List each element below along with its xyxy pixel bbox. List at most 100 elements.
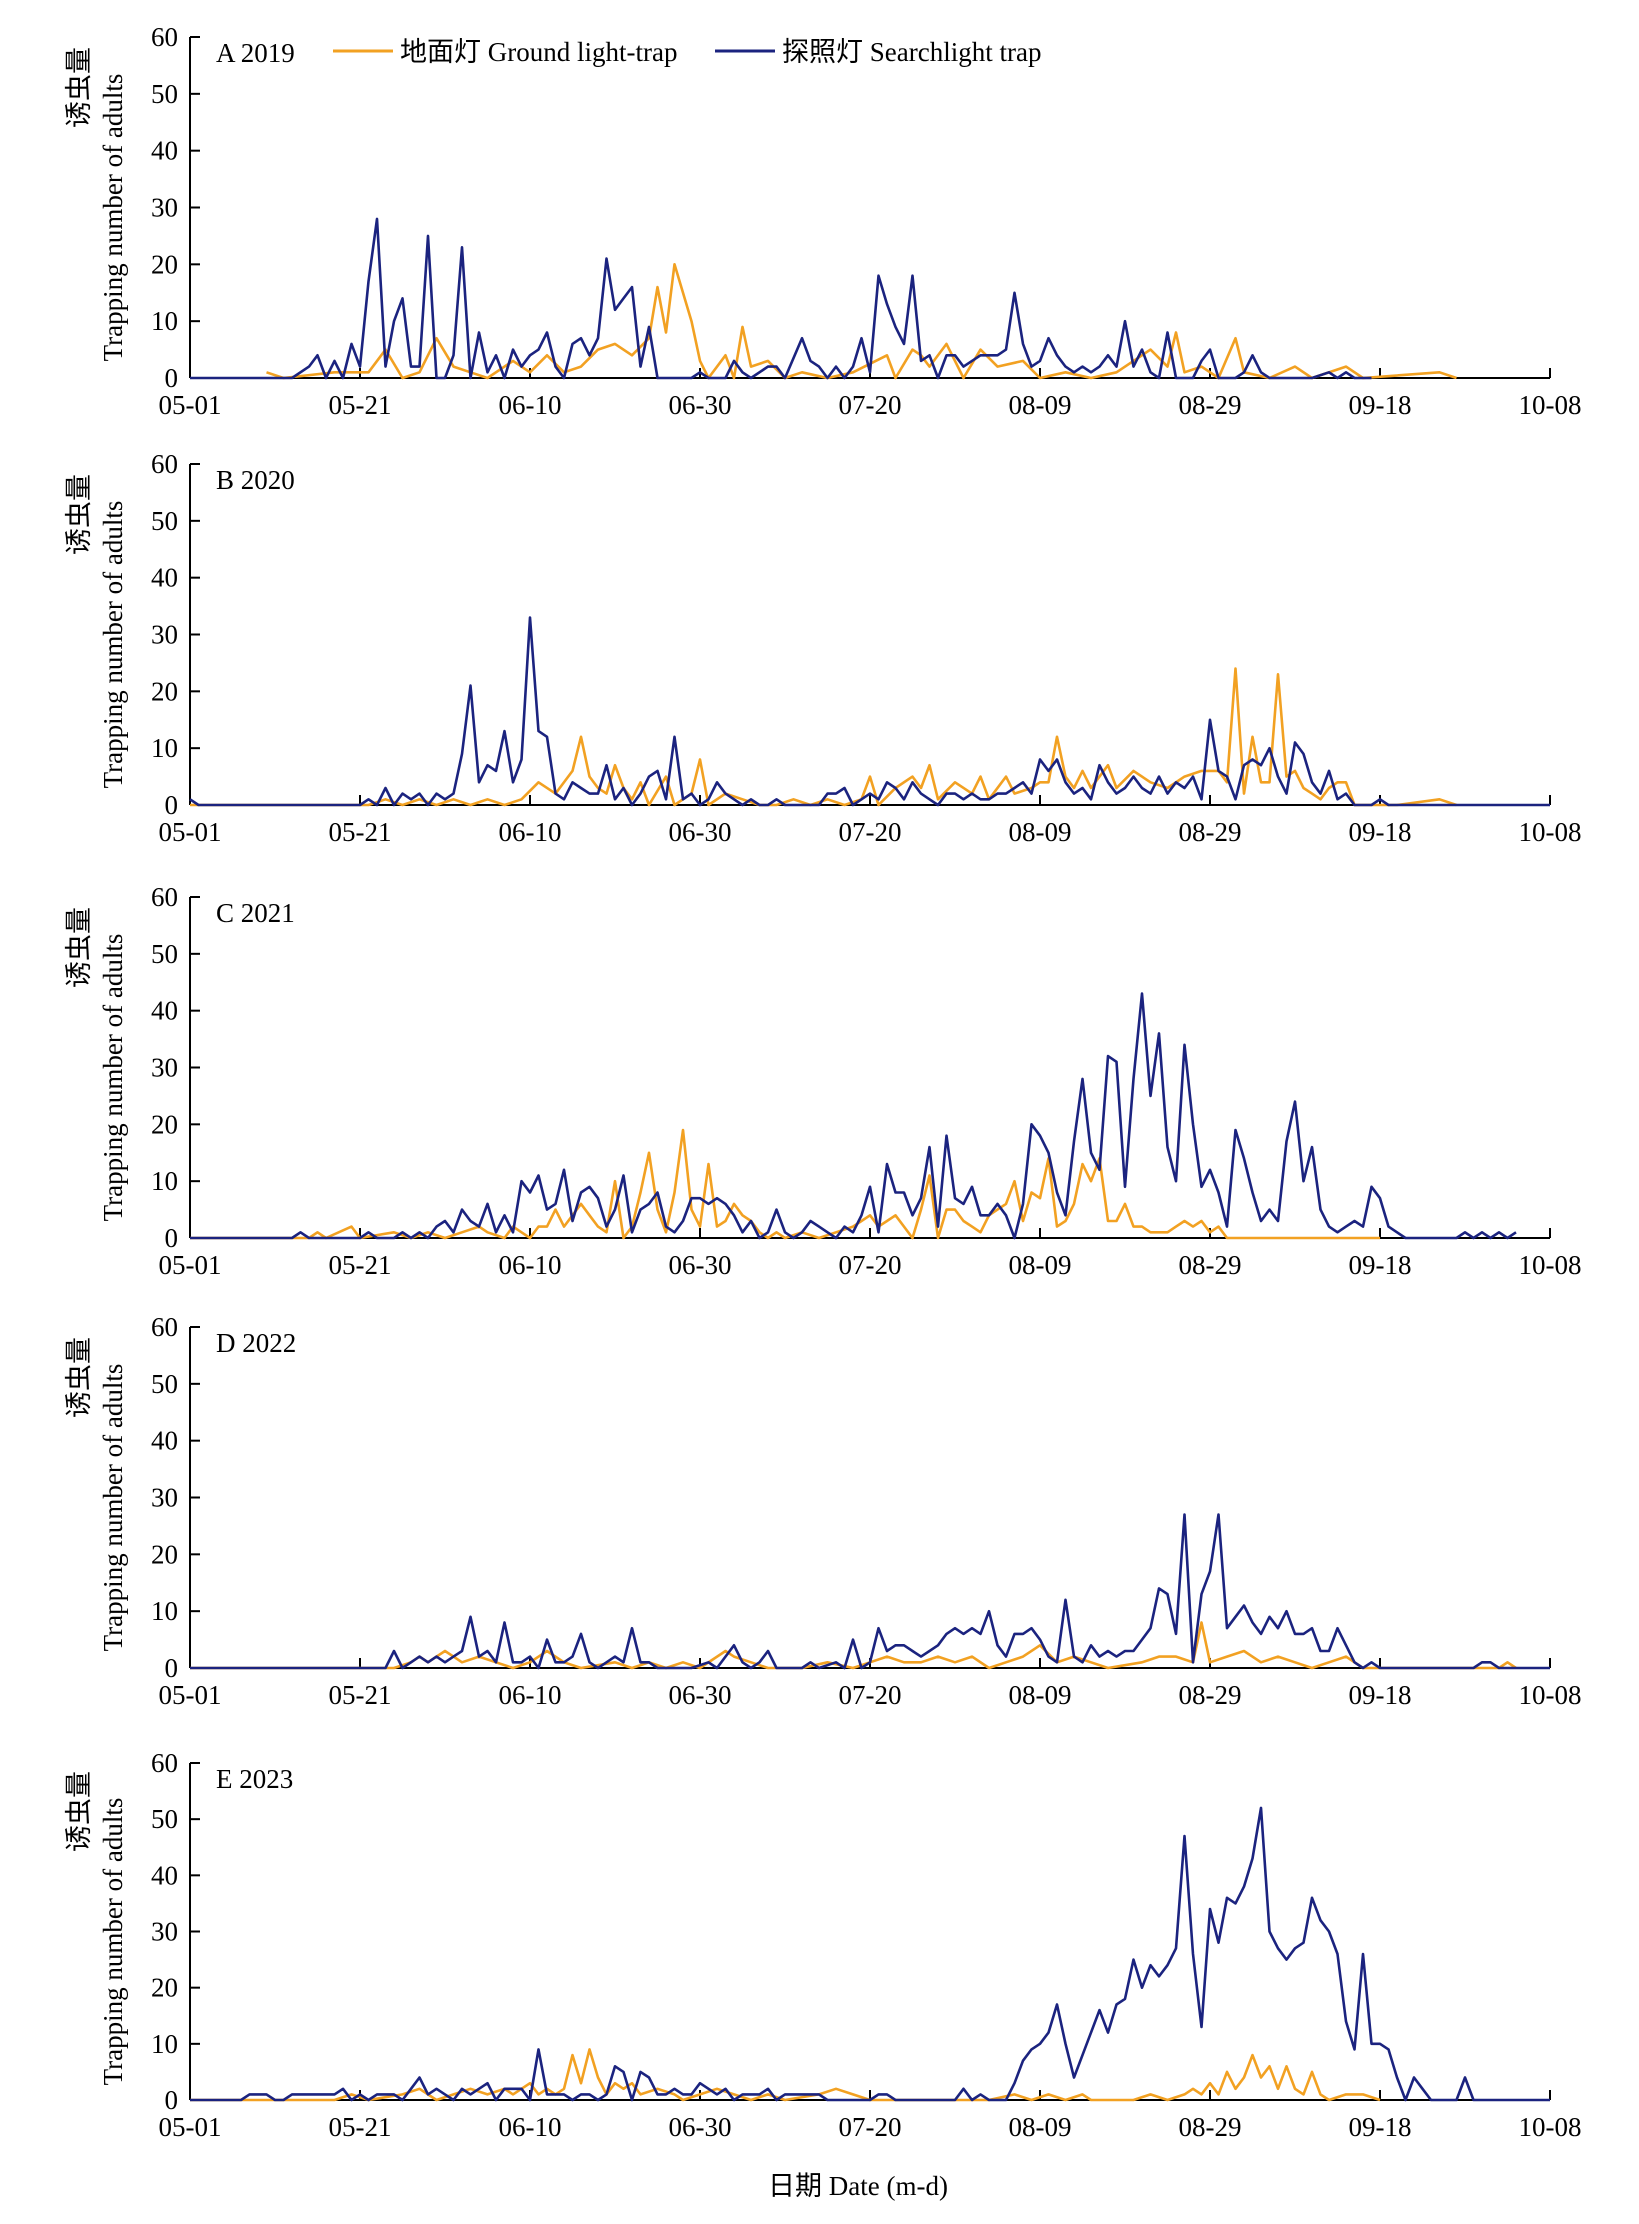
y-tick-label: 40 bbox=[151, 996, 178, 1026]
y-tick-label: 10 bbox=[151, 2029, 178, 2059]
x-tick-label: 08-29 bbox=[1179, 390, 1242, 420]
y-tick-label: 0 bbox=[165, 1653, 179, 1683]
y-tick-label: 30 bbox=[151, 193, 178, 223]
panel-label: E 2023 bbox=[216, 1764, 293, 1794]
x-tick-label: 05-21 bbox=[329, 390, 392, 420]
y-tick-label: 20 bbox=[151, 1539, 178, 1569]
x-tick-label: 08-09 bbox=[1009, 1250, 1072, 1280]
x-tick-label: 08-09 bbox=[1009, 2112, 1072, 2142]
panel-label: A 2019 bbox=[216, 38, 295, 68]
y-tick-label: 10 bbox=[151, 1166, 178, 1196]
y-axis-title-en: Trapping number of adults bbox=[98, 501, 128, 789]
y-tick-label: 40 bbox=[151, 136, 178, 166]
y-tick-label: 30 bbox=[151, 1917, 178, 1947]
y-tick-label: 10 bbox=[151, 306, 178, 336]
y-tick-label: 50 bbox=[151, 506, 178, 536]
x-tick-label: 05-21 bbox=[329, 817, 392, 847]
panel-label: C 2021 bbox=[216, 898, 295, 928]
x-tick-label: 08-09 bbox=[1009, 390, 1072, 420]
y-tick-label: 0 bbox=[165, 1223, 179, 1253]
panel-b: 0 10 20 30 40 50 60 05-01 05-21 06-10 06-30 07-20 08… bbox=[64, 449, 1582, 847]
y-tick-label: 60 bbox=[151, 449, 178, 479]
legend-label-search: 探照灯 Searchlight trap bbox=[782, 37, 1041, 67]
x-tick-label: 08-09 bbox=[1009, 1680, 1072, 1710]
x-tick-label: 05-01 bbox=[159, 1250, 222, 1280]
x-tick-label: 06-10 bbox=[499, 2112, 562, 2142]
x-tick-label: 07-20 bbox=[839, 390, 902, 420]
x-tick-label: 09-18 bbox=[1349, 1680, 1412, 1710]
x-tick-label: 07-20 bbox=[839, 817, 902, 847]
y-tick-label: 20 bbox=[151, 1109, 178, 1139]
y-tick-label: 30 bbox=[151, 1483, 178, 1513]
x-tick-label: 06-10 bbox=[499, 817, 562, 847]
x-tick-label: 06-10 bbox=[499, 1680, 562, 1710]
y-axis-title-en: Trapping number of adults bbox=[98, 934, 128, 1222]
y-tick-label: 10 bbox=[151, 733, 178, 763]
x-tick-label: 06-10 bbox=[499, 1250, 562, 1280]
y-tick-label: 40 bbox=[151, 1426, 178, 1456]
x-tick-label: 09-18 bbox=[1349, 1250, 1412, 1280]
panel-c: 0 10 20 30 40 50 60 05-01 05-21 06-10 06-30 07-20 08… bbox=[64, 882, 1582, 1280]
x-tick-label: 10-08 bbox=[1519, 817, 1582, 847]
y-tick-label: 20 bbox=[151, 1973, 178, 2003]
x-tick-label: 05-01 bbox=[159, 2112, 222, 2142]
x-tick-label: 06-10 bbox=[499, 390, 562, 420]
x-tick-label: 08-29 bbox=[1179, 2112, 1242, 2142]
legend: 地面灯 Ground light-trap 探照灯 Searchlight tr… bbox=[333, 37, 1041, 67]
x-tick-label: 07-20 bbox=[839, 1680, 902, 1710]
x-tick-label: 05-01 bbox=[159, 817, 222, 847]
y-tick-label: 0 bbox=[165, 363, 179, 393]
series-ground-line bbox=[190, 2048, 1381, 2102]
y-axis-title-cn: 诱虫量 bbox=[64, 1337, 94, 1418]
y-tick-label: 20 bbox=[151, 249, 178, 279]
x-tick-label: 05-21 bbox=[329, 2112, 392, 2142]
x-tick-label: 10-08 bbox=[1519, 390, 1582, 420]
x-tick-label: 09-18 bbox=[1349, 817, 1412, 847]
x-tick-label: 05-21 bbox=[329, 1250, 392, 1280]
y-tick-label: 60 bbox=[151, 1312, 178, 1342]
series-search-line bbox=[190, 1513, 1550, 1670]
panel-label: D 2022 bbox=[216, 1328, 296, 1358]
y-tick-label: 40 bbox=[151, 1860, 178, 1890]
y-tick-label: 60 bbox=[151, 1748, 178, 1778]
panel-e: 0 10 20 30 40 50 60 05-01 05-21 06-10 06-30 07-20 08… bbox=[64, 1748, 1582, 2142]
x-tick-label: 07-20 bbox=[839, 1250, 902, 1280]
x-tick-label: 08-29 bbox=[1179, 817, 1242, 847]
x-tick-label: 05-01 bbox=[159, 1680, 222, 1710]
x-tick-label: 06-30 bbox=[669, 1680, 732, 1710]
x-tick-label: 08-09 bbox=[1009, 817, 1072, 847]
y-axis-title-en: Trapping number of adults bbox=[98, 1798, 128, 2086]
series-search-line bbox=[190, 992, 1517, 1240]
y-tick-label: 50 bbox=[151, 939, 178, 969]
series-search-line bbox=[189, 616, 1550, 807]
y-tick-label: 50 bbox=[151, 79, 178, 109]
panel-a: 0 10 20 30 40 50 60 05-01 05-21 06-10 06-30 07-20 08… bbox=[64, 22, 1582, 420]
x-tick-label: 08-29 bbox=[1179, 1680, 1242, 1710]
x-tick-label: 06-30 bbox=[669, 1250, 732, 1280]
x-tick-label: 09-18 bbox=[1349, 2112, 1412, 2142]
x-axis-title: 日期 Date (m-d) bbox=[768, 2171, 948, 2201]
x-tick-label: 08-29 bbox=[1179, 1250, 1242, 1280]
panel-d: 0 10 20 30 40 50 60 05-01 05-21 06-10 06-30 07-20 08… bbox=[64, 1312, 1582, 1710]
y-tick-label: 50 bbox=[151, 1804, 178, 1834]
series-search-line bbox=[190, 1806, 1550, 2102]
y-axis-title-en: Trapping number of adults bbox=[98, 74, 128, 362]
series-ground-line bbox=[266, 262, 1457, 380]
y-tick-label: 0 bbox=[165, 790, 179, 820]
y-tick-label: 20 bbox=[151, 676, 178, 706]
y-axis-title-en: Trapping number of adults bbox=[98, 1364, 128, 1652]
legend-label-ground: 地面灯 Ground light-trap bbox=[400, 37, 677, 67]
x-tick-label: 10-08 bbox=[1519, 1250, 1582, 1280]
y-tick-label: 30 bbox=[151, 620, 178, 650]
y-tick-label: 50 bbox=[151, 1369, 178, 1399]
y-tick-label: 60 bbox=[151, 22, 178, 52]
y-axis-title-cn: 诱虫量 bbox=[64, 907, 94, 988]
x-tick-label: 06-30 bbox=[669, 2112, 732, 2142]
y-tick-label: 30 bbox=[151, 1053, 178, 1083]
x-tick-label: 10-08 bbox=[1519, 2112, 1582, 2142]
y-axis-title-cn: 诱虫量 bbox=[64, 474, 94, 555]
y-tick-label: 0 bbox=[165, 2085, 179, 2115]
x-tick-label: 06-30 bbox=[669, 817, 732, 847]
x-tick-label: 05-01 bbox=[159, 390, 222, 420]
